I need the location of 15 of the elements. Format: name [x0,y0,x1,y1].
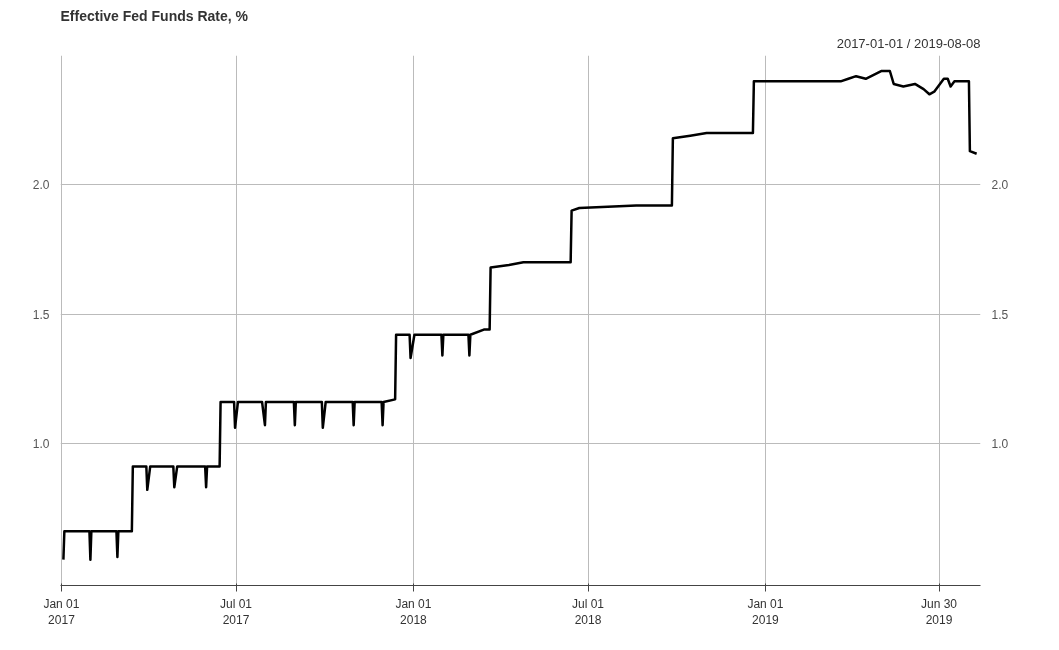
x-tick-label: Jul 01 2017 [220,596,253,628]
x-tick-label: Jun 30 2019 [921,596,958,628]
x-tick-label: Jan 01 2018 [395,596,432,628]
line-series [62,69,978,561]
chart-subtitle: 2017-01-01 / 2019-08-08 [836,35,981,51]
y2-tick-label: 1.0 [991,436,1009,451]
x-tick-label: Jul 01 2018 [571,596,605,628]
y2-tick-label: 2.0 [991,178,1009,193]
y2-tick-label: 1.5 [991,307,1009,322]
y-tick-label: 1.5 [32,307,50,322]
x-tick-label: Jan 01 2019 [747,596,784,628]
chart-title: Effective Fed Funds Rate, % [60,7,249,24]
y-tick-label: 1.0 [32,436,50,451]
x-tick-label: Jan 01 2017 [43,596,80,628]
y-tick-label: 2.0 [32,178,50,193]
